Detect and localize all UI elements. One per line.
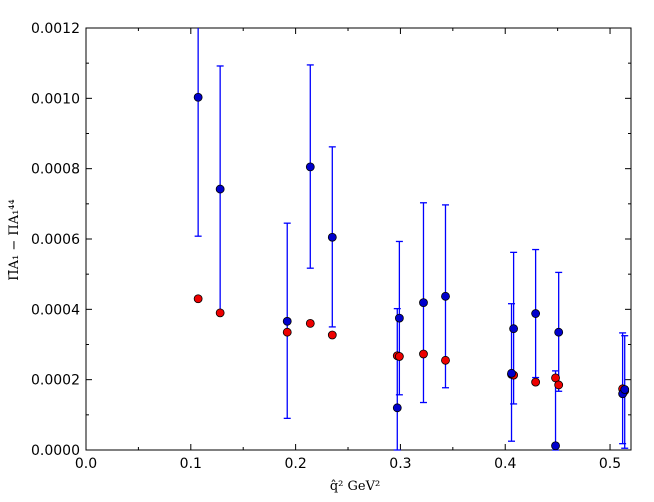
data-point-blue	[509, 324, 519, 334]
data-point-blue	[392, 403, 402, 413]
data-point-red	[327, 330, 337, 340]
data-point-blue	[193, 92, 203, 102]
data-point-blue	[327, 232, 337, 242]
data-point-blue	[282, 316, 292, 326]
y-tick-label: 0.0008	[31, 162, 80, 178]
series-blue-markers	[193, 92, 630, 451]
x-tick-label: 0.5	[599, 456, 621, 472]
data-point-blue	[531, 309, 541, 318]
data-point-blue	[305, 162, 315, 172]
data-point-blue	[215, 184, 225, 194]
data-point-blue	[554, 327, 564, 337]
data-point-red	[282, 327, 292, 337]
x-axis: 0.0 0.1 0.2 0.3 0.4 0.5	[75, 28, 621, 472]
data-point-blue	[620, 385, 630, 394]
y-tick-label: 0.0006	[31, 232, 80, 248]
data-point-red	[193, 294, 203, 304]
x-axis-label: q̂² GeV²	[330, 479, 380, 494]
x-tick-label: 0.1	[180, 456, 202, 472]
y-axis: 0.0000 0.0002 0.0004 0.0006 0.0008 0.0010 0.00…	[31, 21, 631, 459]
data-point-blue	[441, 291, 450, 301]
y-tick-label: 0.0010	[31, 91, 80, 107]
data-point-blue	[507, 368, 516, 378]
data-point-red	[441, 355, 450, 365]
data-point-red	[394, 352, 404, 361]
y-tick-label: 0.0000	[31, 443, 80, 459]
data-point-blue	[551, 441, 560, 451]
data-point-red	[554, 380, 564, 390]
y-tick-label: 0.0004	[31, 302, 80, 318]
y-tick-label: 0.0002	[31, 373, 80, 389]
x-tick-label: 0.3	[389, 456, 411, 472]
x-tick-label: 0.0	[75, 456, 97, 472]
x-tick-label: 0.2	[284, 456, 306, 472]
data-point-blue	[394, 313, 404, 323]
y-axis-label: Π̄A₁ − ΠA₁⁴⁴	[7, 199, 22, 280]
plot-area	[85, 27, 632, 451]
data-point-red	[419, 349, 428, 359]
data-point-blue	[419, 298, 428, 308]
data-point-red	[531, 377, 541, 387]
data-point-red	[305, 318, 315, 328]
y-tick-label: 0.0012	[31, 21, 80, 37]
data-point-red	[215, 308, 225, 318]
x-tick-label: 0.4	[494, 456, 516, 472]
